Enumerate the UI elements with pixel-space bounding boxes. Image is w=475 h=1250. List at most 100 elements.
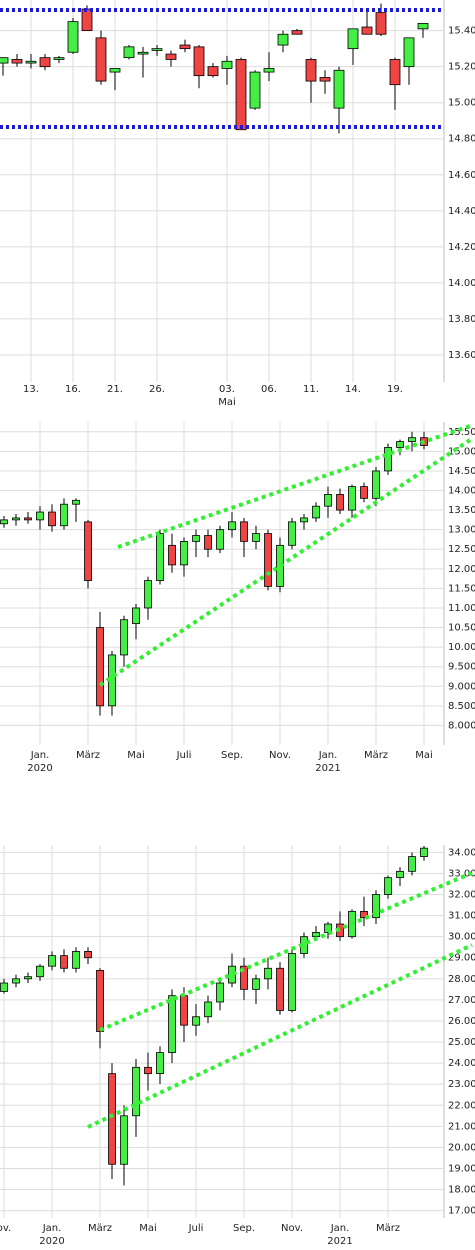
candle-body — [288, 953, 296, 1011]
candle-body — [216, 982, 224, 1003]
x-tick-sublabel: 2020 — [27, 763, 52, 774]
candle-body — [264, 533, 272, 587]
y-tick-label: 32.000 — [448, 890, 475, 901]
candle-body — [264, 967, 272, 980]
candle-body — [384, 447, 392, 472]
y-tick-label: 33.000 — [448, 868, 475, 879]
x-tick-label: 11. — [303, 384, 319, 395]
x-tick-label: 06. — [261, 384, 277, 395]
y-tick-label: 13.800 — [448, 314, 475, 325]
candle-body — [252, 533, 260, 542]
candle-body — [384, 877, 392, 895]
candle-body — [156, 1052, 164, 1075]
candle-body — [36, 511, 44, 521]
candle-body — [417, 23, 429, 30]
y-tick-label: 14.800 — [448, 134, 475, 145]
y-tick-label: 15.200 — [448, 62, 475, 73]
y-tick-label: 12.500 — [448, 544, 475, 555]
x-tick-label: Jan. — [318, 750, 338, 761]
candle-body — [360, 910, 368, 919]
x-tick-label: Juli — [188, 1223, 204, 1234]
y-tick-label: 23.000 — [448, 1079, 475, 1090]
y-tick-label: 10.000 — [448, 642, 475, 653]
candle-body — [192, 535, 200, 542]
candle-body — [263, 68, 275, 73]
candle-body — [36, 965, 44, 978]
x-tick-label: 14. — [345, 384, 361, 395]
candle-body — [305, 59, 317, 82]
y-tick-label: 14.600 — [448, 170, 475, 181]
candle-body — [319, 77, 331, 82]
y-tick-label: 9.500 — [448, 662, 475, 673]
candle-body — [228, 521, 236, 531]
y-tick-label: 15.000 — [448, 446, 475, 457]
x-tick-label: März — [376, 1223, 400, 1234]
x-tick-label: Jan. — [30, 750, 50, 761]
y-tick-label: 31.000 — [448, 911, 475, 922]
y-tick-label: 15.400 — [448, 26, 475, 37]
x-tick-label: Nov. — [269, 750, 291, 761]
candle-body — [249, 71, 261, 109]
candle-body — [109, 68, 121, 73]
candle-body — [48, 955, 56, 967]
y-tick-label: 20.000 — [448, 1142, 475, 1153]
candle-body — [180, 541, 188, 566]
candle-body — [95, 37, 107, 82]
candle-body — [137, 51, 149, 55]
candle-body — [84, 521, 92, 581]
candle-body — [221, 60, 233, 69]
candle-body — [0, 982, 8, 992]
x-tick-label: 26. — [149, 384, 165, 395]
candle-body — [0, 57, 9, 64]
y-tick-label: 12.000 — [448, 564, 475, 575]
candle-body — [144, 580, 152, 609]
y-tick-label: 25.000 — [448, 1037, 475, 1048]
candle-body — [235, 59, 247, 131]
candle-body — [288, 521, 296, 546]
trend-line — [117, 424, 471, 549]
y-tick-label: 18.000 — [448, 1185, 475, 1196]
y-tick-label: 14.200 — [448, 242, 475, 253]
x-tick-label: 21. — [107, 384, 123, 395]
x-tick-label: Jan. — [42, 1223, 62, 1234]
candle-body — [252, 978, 260, 990]
candle-body — [39, 57, 51, 68]
candle-body — [132, 607, 140, 625]
trend-line — [98, 438, 472, 687]
y-tick-label: 11.500 — [448, 583, 475, 594]
x-tick-label: 03. — [219, 384, 235, 395]
candle-body — [72, 499, 80, 505]
x-tick-label: März — [364, 750, 388, 761]
y-tick-label: 30.000 — [448, 932, 475, 943]
candle-body — [207, 66, 219, 77]
candle-body — [132, 1066, 140, 1117]
candle-body — [0, 519, 8, 525]
x-tick-label: Mai — [139, 1223, 157, 1234]
y-tick-label: 14.000 — [448, 486, 475, 497]
candle-body — [312, 932, 320, 938]
candle-body — [108, 1073, 116, 1165]
candle-body — [389, 59, 401, 86]
x-tick-label: Sep. — [221, 750, 243, 761]
y-tick-label: 13.500 — [448, 505, 475, 516]
candle-body — [312, 505, 320, 519]
candle-body — [408, 437, 416, 442]
candle-body — [276, 967, 284, 1011]
candle-body — [300, 517, 308, 523]
candle-body — [204, 1001, 212, 1018]
y-tick-label: 8.000 — [448, 720, 475, 731]
candle-body — [396, 870, 404, 879]
y-tick-label: 21.000 — [448, 1121, 475, 1132]
y-tick-label: 8.500 — [448, 701, 475, 712]
candle-body — [60, 503, 68, 527]
x-tick-label: Jan. — [330, 1223, 350, 1234]
x-tick-label: Mai — [127, 750, 145, 761]
y-tick-label: 24.000 — [448, 1058, 475, 1069]
candle-body — [240, 521, 248, 542]
y-tick-label: 14.500 — [448, 466, 475, 477]
candle-body — [48, 511, 56, 527]
x-tick-label: Sep. — [233, 1223, 255, 1234]
candle-body — [361, 26, 373, 35]
candle-body — [96, 627, 104, 707]
x-tick-label: März — [88, 1223, 112, 1234]
